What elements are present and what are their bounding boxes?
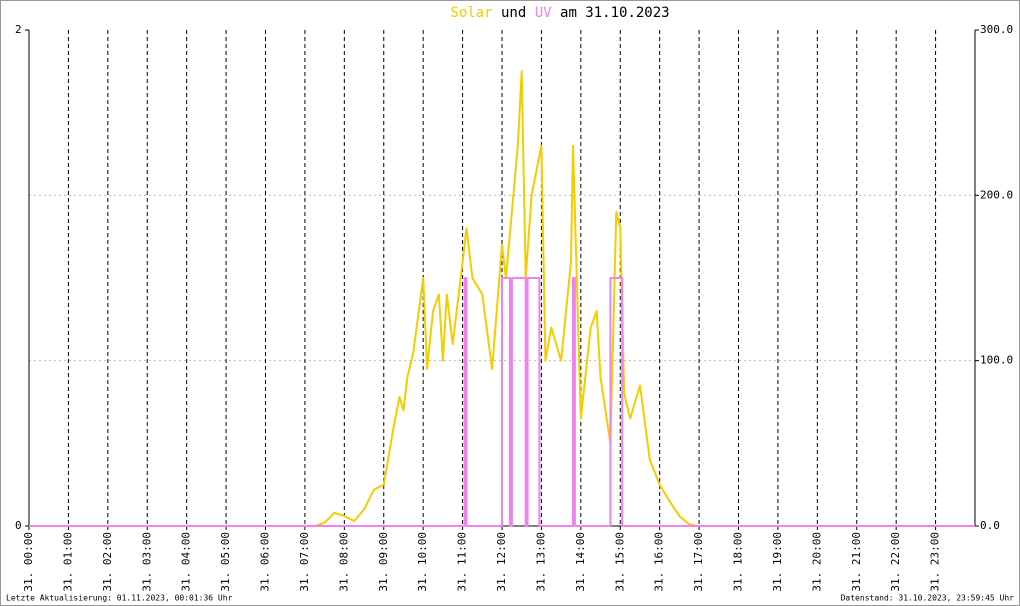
title-connector: und — [501, 5, 526, 21]
x-tick-label: 31. 10:00 — [416, 532, 429, 592]
x-tick-label: 31. 15:00 — [613, 532, 626, 592]
x-tick-label: 31. 09:00 — [377, 532, 390, 592]
y-tick-label: 2 — [15, 23, 22, 36]
x-tick-label: 31. 21:00 — [850, 532, 863, 592]
x-tick-label: 31. 00:00 — [22, 532, 35, 592]
x-tick-label: 31. 04:00 — [180, 532, 193, 592]
title-suffix: am 31.10.2023 — [560, 5, 670, 21]
series-line — [29, 70, 975, 527]
x-tick-label: 31. 02:00 — [101, 532, 114, 592]
chart-title: Solar und UV am 31.10.2023 — [450, 5, 669, 21]
x-tick-label: 31. 13:00 — [534, 532, 547, 592]
x-tick-label: 31. 06:00 — [259, 532, 272, 592]
x-tick-label: 31. 17:00 — [692, 532, 705, 592]
x-tick-label: 31. 12:00 — [495, 532, 508, 592]
x-tick-label: 31. 18:00 — [732, 532, 745, 592]
y-tick-label: 0 — [15, 519, 22, 532]
x-tick-label: 31. 20:00 — [810, 532, 823, 592]
x-tick-label: 31. 08:00 — [337, 532, 350, 592]
x-tick-label: 31. 07:00 — [298, 532, 311, 592]
footer-left: Letzte Aktualisierung: 01.11.2023, 00:01… — [6, 594, 233, 603]
y2-tick-label: 300.0 — [980, 23, 1013, 36]
x-tick-label: 31. 01:00 — [61, 532, 74, 592]
x-tick-label: 31. 11:00 — [456, 532, 469, 592]
x-tick-label: 31. 14:00 — [574, 532, 587, 592]
x-tick-label: 31. 23:00 — [929, 532, 942, 592]
x-tick-label: 31. 05:00 — [219, 532, 232, 592]
legend-solar: Solar — [450, 5, 492, 21]
y2-tick-label: 200.0 — [980, 188, 1013, 201]
series-line — [29, 277, 975, 527]
x-tick-label: 31. 22:00 — [889, 532, 902, 592]
legend-uv: UV — [535, 5, 552, 21]
x-tick-label: 31. 16:00 — [653, 532, 666, 592]
y2-tick-label: 0.0 — [980, 519, 1000, 532]
x-tick-label: 31. 03:00 — [140, 532, 153, 592]
footer-right: Datenstand: 31.10.2023, 23:59:45 Uhr — [841, 594, 1015, 603]
x-tick-label: 31. 19:00 — [771, 532, 784, 592]
y2-tick-label: 100.0 — [980, 354, 1013, 367]
